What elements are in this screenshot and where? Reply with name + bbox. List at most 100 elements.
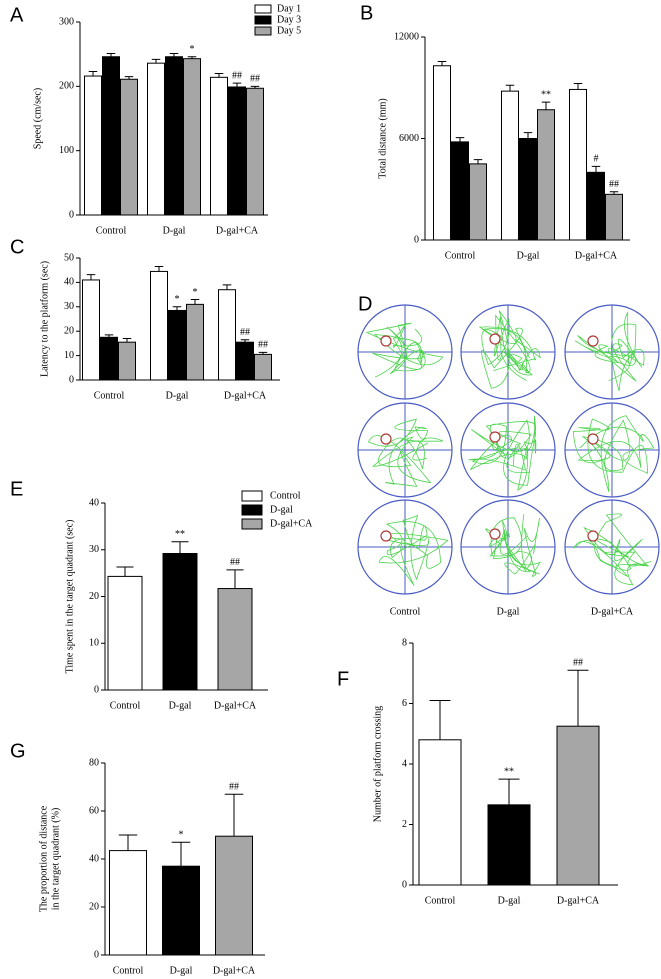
y-tick-label: 20 [64,325,74,336]
bar [118,341,136,381]
error-bar [172,306,182,311]
y-axis-label: in the target quadrant (%) [50,808,61,911]
bar [433,65,451,241]
bar [165,56,183,216]
significance-label: ## [250,74,260,85]
error-bar [118,834,138,851]
bar [109,850,147,956]
quadrant-lines [565,403,659,497]
y-tick-label: 50 [64,252,74,263]
error-bar [250,85,260,89]
significance-label: ## [232,70,242,81]
swim-track [365,322,444,378]
legend-label: Day 5 [277,25,301,36]
column-label: D-gal+CA [591,606,634,617]
y-tick-label: 40 [89,853,99,864]
error-bar [124,76,134,80]
y-tick-label: 10 [89,638,99,649]
x-tick-label: D-gal [169,700,192,711]
platform [587,335,599,347]
bar [162,552,198,691]
error-bar [523,132,533,139]
bar [215,835,253,956]
legend-swatch [254,4,272,14]
error-bar [591,165,601,173]
error-bar [437,61,447,66]
bar [537,109,555,241]
error-bar [169,53,179,57]
error-bar [187,56,197,59]
significance-label: ## [258,340,268,351]
y-axis-label: Total distance (mm) [377,98,388,178]
bar [150,270,168,381]
bar [569,88,587,241]
y-tick-label: 0 [94,684,99,695]
platform [380,530,392,542]
quadrant-lines [358,305,452,399]
legend-label: D-gal [270,504,293,515]
x-tick-label: Control [113,965,144,976]
column-label: Control [390,606,421,617]
x-tick-label: D-gal [517,250,540,261]
significance-label: # [594,154,599,165]
swim-track [574,311,645,392]
platform [380,433,392,445]
y-tick-label: 40 [89,497,99,508]
legend-swatch [241,490,263,502]
bar [162,865,200,956]
bar [236,341,254,381]
y-tick-label: 80 [89,757,99,768]
error-bar [473,159,483,164]
significance-label: ** [175,529,185,540]
y-tick-label: 0 [402,879,407,890]
error-bar [224,793,244,837]
panel-label: G [10,740,26,762]
swim-track [367,418,444,487]
panel-label: B [360,2,373,24]
bar [84,75,102,216]
y-tick-label: 12000 [394,31,419,42]
error-bar [609,191,619,195]
y-tick-label: 200 [59,81,74,92]
y-axis-label: Speed (cm/sec) [32,88,43,149]
y-tick-label: 100 [59,145,74,156]
bar [451,141,469,241]
swim-track [378,514,449,586]
error-bar [190,298,200,305]
y-axis-label: Number of platform crossing [372,706,383,822]
x-tick-label: D-gal [166,390,189,401]
error-bar [573,83,583,90]
error-bar [106,53,116,57]
swim-track [468,415,537,491]
x-tick-label: D-gal+CA [557,895,600,906]
x-tick-label: D-gal+CA [213,965,256,976]
legend-swatch [241,504,263,516]
y-tick-label: 0 [69,374,74,385]
y-tick-label: 6 [402,698,407,709]
y-tick-label: 0 [414,234,419,245]
platform [587,433,599,445]
error-bar [232,82,242,87]
x-tick-label: D-gal [170,965,193,976]
y-tick-label: 8 [402,637,407,648]
bar [183,58,201,216]
y-tick-label: 60 [89,805,99,816]
x-tick-label: D-gal+CA [224,390,267,401]
significance-label: ## [573,658,583,669]
y-axis-label: Time spent in the target quadrant (sec) [64,520,75,674]
panel-label: F [337,668,349,690]
quadrant-lines [565,500,659,594]
bar [82,279,100,381]
column-label: D-gal [497,606,520,617]
legend-swatch [254,15,272,25]
bar [217,588,253,691]
x-tick-label: D-gal [498,895,521,906]
bar-chart: G 0 20 40 60 80 The proportion of distance in t… [10,740,265,976]
panel-label: D [358,293,372,315]
error-bar [455,137,465,142]
x-tick-label: D-gal+CA [214,700,257,711]
error-bar [104,334,114,338]
error-bar [122,338,132,343]
bar [168,309,186,381]
platform [489,333,501,345]
